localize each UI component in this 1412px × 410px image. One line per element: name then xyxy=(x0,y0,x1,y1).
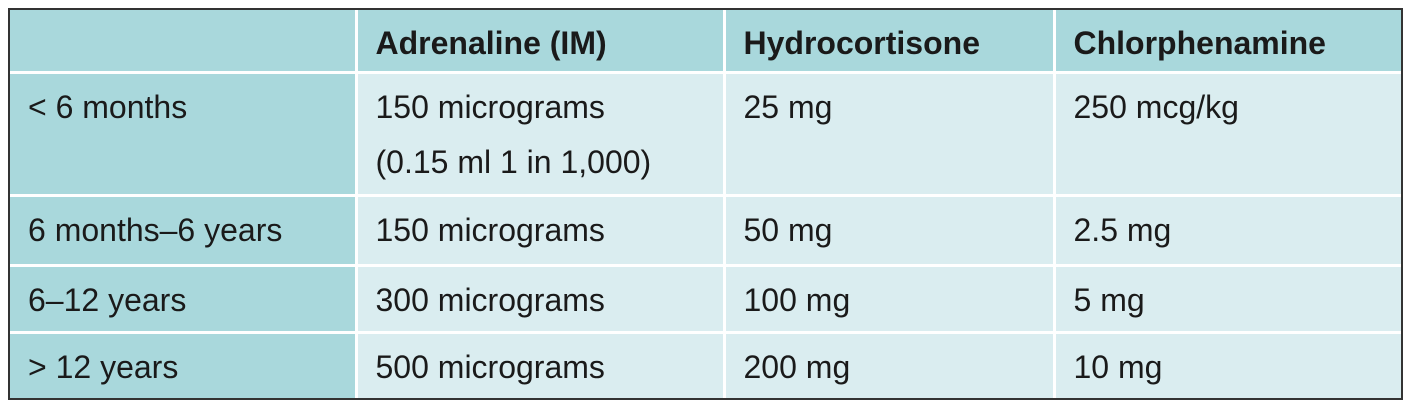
cell-line: 150 micrograms xyxy=(375,88,605,125)
table-cell: 2.5 mg xyxy=(1055,196,1401,264)
column-header: Chlorphenamine xyxy=(1055,10,1401,71)
column-header: Adrenaline (IM) xyxy=(357,10,723,71)
table-cell: 150 micrograms xyxy=(357,196,723,264)
table-cell: 300 micrograms xyxy=(357,266,723,331)
cell-line: (0.15 ml 1 in 1,000) xyxy=(375,143,652,180)
row-label: 6–12 years xyxy=(10,266,355,331)
table-cell: 50 mg xyxy=(725,196,1053,264)
row-label: 6 months–6 years xyxy=(10,196,355,264)
table-cell: 100 mg xyxy=(725,266,1053,331)
dosage-table: Adrenaline (IM) Hydrocortisone Chlorphenam… xyxy=(8,8,1403,400)
column-header: Hydrocortisone xyxy=(725,10,1053,71)
table-cell: 25 mg xyxy=(725,73,1053,194)
table-cell: 200 mg xyxy=(725,333,1053,398)
corner-cell xyxy=(10,10,355,71)
table-cell: 5 mg xyxy=(1055,266,1401,331)
table-cell: 250 mcg/kg xyxy=(1055,73,1401,194)
table-cell: 500 micrograms xyxy=(357,333,723,398)
table-cell: 150 micrograms (0.15 ml 1 in 1,000) xyxy=(357,73,723,194)
row-label: > 12 years xyxy=(10,333,355,398)
table-cell: 10 mg xyxy=(1055,333,1401,398)
row-label: < 6 months xyxy=(10,73,355,194)
